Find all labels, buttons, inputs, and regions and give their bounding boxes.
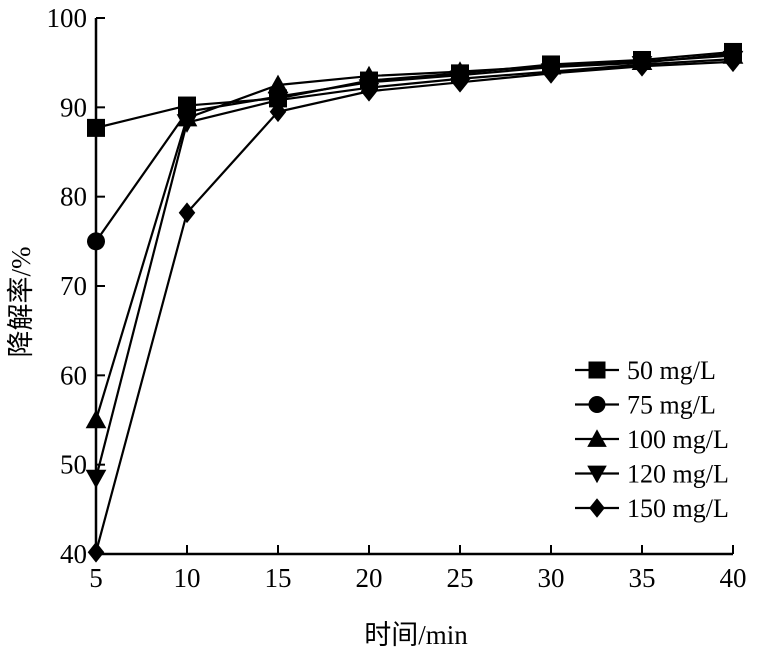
data-point xyxy=(178,202,196,224)
series-line xyxy=(94,57,734,479)
y-tick-label: 100 xyxy=(47,3,88,33)
x-axis-title: 时间/min xyxy=(364,620,468,650)
series-layer xyxy=(85,42,744,563)
x-tick-label: 35 xyxy=(629,563,656,593)
series-line xyxy=(94,54,734,421)
legend-item: 150 mg/L xyxy=(575,494,729,523)
x-tick-label: 30 xyxy=(538,563,565,593)
axes: 40 50 60 70 80 90 100 5 10 15 20 25 30 35 40 xyxy=(47,3,747,593)
y-tick-label: 80 xyxy=(60,182,87,212)
legend-item: 100 mg/L xyxy=(575,425,729,454)
y-tick-label: 90 xyxy=(60,92,87,122)
legend-label: 50 mg/L xyxy=(627,356,716,385)
x-tick-label: 5 xyxy=(89,563,103,593)
legend-label: 100 mg/L xyxy=(627,425,729,454)
data-point xyxy=(360,80,378,102)
data-point xyxy=(724,51,742,73)
legend-item: 75 mg/L xyxy=(575,391,716,420)
series-line xyxy=(95,50,734,129)
data-point xyxy=(85,409,107,429)
data-point xyxy=(267,74,289,94)
y-tick-label: 60 xyxy=(60,360,87,390)
data-point xyxy=(87,541,105,563)
legend-marker xyxy=(587,465,607,484)
legend-marker xyxy=(589,498,605,518)
y-tick-label: 50 xyxy=(60,450,87,480)
legend-label: 150 mg/L xyxy=(627,494,729,523)
series-line xyxy=(94,60,734,553)
data-point xyxy=(542,63,560,84)
legend-marker xyxy=(588,396,606,413)
x-tick-label: 40 xyxy=(720,563,747,593)
y-tick-label: 40 xyxy=(60,539,87,569)
legend-label: 120 mg/L xyxy=(627,460,729,489)
y-tick-label: 70 xyxy=(60,271,87,301)
data-point xyxy=(87,118,105,137)
series-4 xyxy=(85,50,744,489)
x-tick-label: 25 xyxy=(447,563,474,593)
legend-item: 120 mg/L xyxy=(575,460,729,489)
legend-label: 75 mg/L xyxy=(627,391,716,420)
data-point xyxy=(85,469,107,489)
legend-marker xyxy=(588,361,606,379)
x-tick-label: 10 xyxy=(174,563,201,593)
data-point xyxy=(176,114,198,133)
series-5 xyxy=(87,51,742,563)
legend-item: 50 mg/L xyxy=(575,356,716,385)
data-point xyxy=(267,91,289,111)
data-point xyxy=(87,232,105,251)
x-tick-label: 15 xyxy=(265,563,292,593)
x-tick-label: 20 xyxy=(356,563,383,593)
data-point xyxy=(633,55,651,77)
legend-marker xyxy=(587,429,607,447)
data-point xyxy=(451,71,469,93)
data-point xyxy=(269,101,287,123)
legend: 50 mg/L 75 mg/L 100 mg/L 120 mg/L 150 mg/L xyxy=(575,356,729,523)
y-axis-title: 降解率/% xyxy=(6,247,36,358)
